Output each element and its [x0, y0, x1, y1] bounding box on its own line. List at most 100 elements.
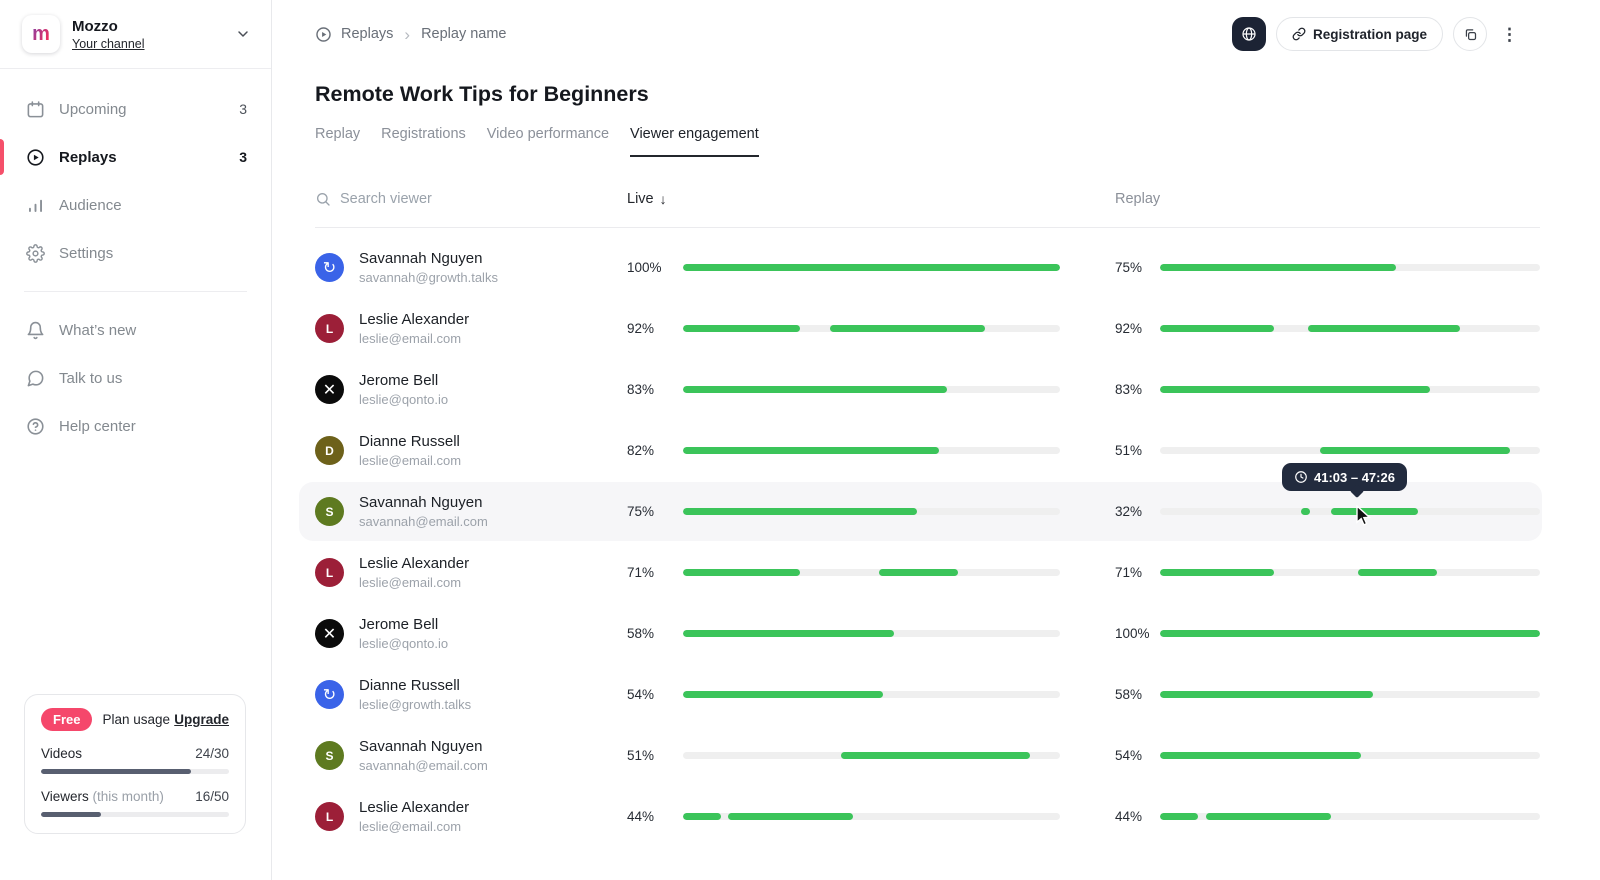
tab-replay[interactable]: Replay — [315, 126, 360, 157]
play-circle-icon — [26, 148, 46, 167]
live-bar[interactable] — [683, 264, 1060, 271]
avatar: L — [315, 802, 344, 831]
replay-bar[interactable] — [1160, 691, 1540, 698]
viewer-email: leslie@qonto.io — [359, 636, 448, 651]
meter-note: (this month) — [93, 789, 164, 804]
breadcrumb-replay-name[interactable]: Replay name — [421, 26, 506, 42]
upgrade-link[interactable]: Upgrade — [174, 712, 229, 727]
replay-percent: 44% — [1115, 809, 1160, 824]
viewer-email: savannah@email.com — [359, 514, 488, 529]
viewer-name: Savannah Nguyen — [359, 738, 488, 755]
viewer-name: Jerome Bell — [359, 372, 448, 389]
table-row[interactable]: L Leslie Alexander leslie@email.com 44% … — [315, 786, 1540, 847]
replay-bar[interactable] — [1160, 813, 1540, 820]
live-percent: 58% — [627, 626, 683, 641]
sort-down-icon: ↓ — [660, 191, 667, 207]
sidebar-item-talk-to-us[interactable]: Talk to us — [0, 354, 271, 402]
table-row[interactable]: ↻ Dianne Russell leslie@growth.talks 54%… — [315, 664, 1540, 725]
replay-bar[interactable] — [1160, 569, 1540, 576]
live-bar[interactable] — [683, 325, 1060, 332]
table-row[interactable]: L Leslie Alexander leslie@email.com 71% … — [315, 542, 1540, 603]
live-bar[interactable] — [683, 386, 1060, 393]
chevron-right-icon: › — [402, 26, 412, 43]
live-percent: 82% — [627, 443, 683, 458]
table-row[interactable]: ✕ Jerome Bell leslie@qonto.io 83% 83% — [315, 359, 1540, 420]
table-row[interactable]: ↻ Savannah Nguyen savannah@growth.talks … — [315, 237, 1540, 298]
viewer-email: leslie@growth.talks — [359, 697, 471, 712]
table-row[interactable]: ✕ Jerome Bell leslie@qonto.io 58% 100% — [315, 603, 1540, 664]
live-bar[interactable] — [683, 691, 1060, 698]
replay-bar[interactable] — [1160, 325, 1540, 332]
copy-link-button[interactable] — [1453, 17, 1487, 51]
kebab-menu-icon[interactable]: ⋮ — [1497, 26, 1522, 43]
sidebar-item-settings[interactable]: Settings — [0, 229, 271, 277]
replay-bar[interactable] — [1160, 630, 1540, 637]
sidebar-item-audience[interactable]: Audience — [0, 181, 271, 229]
live-bar[interactable] — [683, 569, 1060, 576]
viewer-engagement-table: Live ↓ Replay ↻ Savannah Nguyen savannah… — [315, 182, 1540, 847]
tab-video-performance[interactable]: Video performance — [487, 126, 609, 157]
sidebar-item-whats-new[interactable]: What’s new — [0, 306, 271, 354]
meter-label: Videos — [41, 746, 82, 761]
growthtalks-logo-avatar: ↻ — [315, 253, 344, 282]
viewer-email: leslie@email.com — [359, 331, 469, 346]
viewer-name: Dianne Russell — [359, 677, 471, 694]
viewer-email: leslie@email.com — [359, 575, 469, 590]
channel-header[interactable]: m Mozzo Your channel — [0, 0, 271, 69]
viewer-name: Savannah Nguyen — [359, 494, 488, 511]
replay-bar[interactable] — [1160, 508, 1540, 515]
sidebar-item-help-center[interactable]: Help center — [0, 402, 271, 450]
tab-registrations[interactable]: Registrations — [381, 126, 466, 157]
registration-page-button[interactable]: Registration page — [1276, 17, 1443, 51]
column-header-live[interactable]: Live ↓ — [627, 191, 683, 207]
replay-percent: 32% — [1115, 504, 1160, 519]
tab-bar: Replay Registrations Video performance V… — [315, 126, 759, 157]
live-bar[interactable] — [683, 813, 1060, 820]
sidebar-item-upcoming[interactable]: Upcoming 3 — [0, 85, 271, 133]
search-viewer — [315, 191, 627, 207]
search-input[interactable] — [340, 191, 550, 207]
plan-badge: Free — [41, 708, 92, 731]
replay-bar[interactable] — [1160, 447, 1540, 454]
live-bar[interactable] — [683, 447, 1060, 454]
replay-percent: 51% — [1115, 443, 1160, 458]
avatar: D — [315, 436, 344, 465]
viewer-cell: S Savannah Nguyen savannah@email.com — [315, 494, 627, 529]
replay-percent: 54% — [1115, 748, 1160, 763]
live-percent: 71% — [627, 565, 683, 580]
chevron-down-icon[interactable] — [235, 26, 251, 42]
viewer-cell: L Leslie Alexander leslie@email.com — [315, 311, 627, 346]
channel-name: Mozzo — [72, 18, 235, 35]
viewer-cell: ↻ Dianne Russell leslie@growth.talks — [315, 677, 627, 712]
replay-percent: 100% — [1115, 626, 1160, 641]
replay-bar[interactable] — [1160, 264, 1540, 271]
live-bar[interactable] — [683, 752, 1060, 759]
live-percent: 54% — [627, 687, 683, 702]
publish-globe-button[interactable] — [1232, 17, 1266, 51]
column-header-replay[interactable]: Replay — [1115, 191, 1160, 207]
link-icon — [1292, 27, 1306, 41]
sidebar-item-replays[interactable]: Replays 3 — [0, 133, 271, 181]
tab-viewer-engagement[interactable]: Viewer engagement — [630, 126, 759, 157]
viewer-cell: D Dianne Russell leslie@email.com — [315, 433, 627, 468]
copy-icon — [1463, 27, 1478, 42]
live-bar[interactable] — [683, 630, 1060, 637]
live-bar[interactable] — [683, 508, 1060, 515]
viewer-name: Leslie Alexander — [359, 311, 469, 328]
replay-percent: 71% — [1115, 565, 1160, 580]
table-row[interactable]: S Savannah Nguyen savannah@email.com 51%… — [315, 725, 1540, 786]
breadcrumb-replays[interactable]: Replays — [341, 26, 393, 42]
help-circle-icon — [26, 417, 46, 436]
viewer-email: leslie@email.com — [359, 453, 461, 468]
page-title: Remote Work Tips for Beginners — [315, 82, 649, 107]
live-percent: 75% — [627, 504, 683, 519]
replay-bar[interactable] — [1160, 752, 1540, 759]
time-range-tooltip: 41:03 – 47:26 — [1282, 463, 1407, 491]
channel-link[interactable]: Your channel — [72, 37, 235, 51]
meter-value: 16/50 — [195, 789, 229, 804]
table-row[interactable]: L Leslie Alexander leslie@email.com 92% … — [315, 298, 1540, 359]
gear-icon — [26, 244, 46, 263]
replay-percent: 75% — [1115, 260, 1160, 275]
replay-bar[interactable] — [1160, 386, 1540, 393]
bar-chart-icon — [26, 196, 46, 215]
